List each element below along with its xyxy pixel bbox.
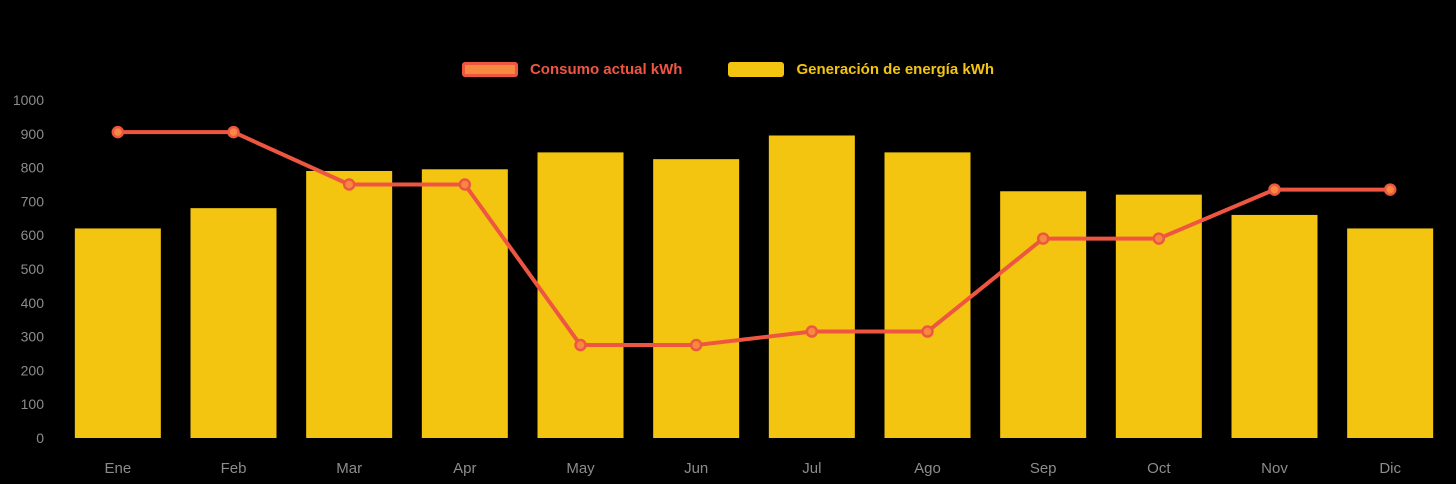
line-point-jun[interactable]: [689, 338, 703, 352]
y-tick-label-100: 100: [21, 396, 45, 412]
line-point-jul[interactable]: [805, 325, 819, 338]
x-tick-label-ene: Ene: [104, 460, 131, 477]
consumo-line-swatch-icon: [461, 62, 518, 77]
legend-label-generacion: Generación de energía kWh: [796, 61, 995, 78]
x-tick-label-apr: Apr: [453, 460, 476, 477]
bar-apr[interactable]: [421, 169, 508, 439]
generacion-bar-swatch-icon: [728, 62, 785, 77]
y-tick-label-1000: 1000: [13, 92, 44, 108]
legend-item-consumo[interactable]: Consumo actual kWh: [461, 61, 683, 78]
y-tick-label-500: 500: [21, 261, 45, 277]
y-tick-label-400: 400: [21, 295, 45, 311]
x-tick-label-jun: Jun: [684, 460, 708, 477]
y-tick-label-300: 300: [21, 329, 45, 345]
bar-nov[interactable]: [1231, 214, 1318, 438]
y-tick-label-0: 0: [36, 430, 44, 446]
legend-label-consumo: Consumo actual kWh: [529, 61, 683, 78]
y-tick-label-200: 200: [21, 362, 45, 378]
x-tick-label-nov: Nov: [1261, 460, 1288, 477]
bar-oct[interactable]: [1115, 194, 1202, 438]
x-tick-label-may: May: [566, 460, 595, 477]
x-tick-label-ago: Ago: [914, 460, 941, 477]
line-point-may[interactable]: [574, 338, 587, 352]
legend-item-generacion[interactable]: Generación de energía kWh: [728, 62, 994, 77]
x-tick-label-sep: Sep: [1030, 460, 1057, 477]
line-point-sep[interactable]: [1036, 232, 1050, 245]
y-tick-label-800: 800: [21, 160, 45, 176]
bar-may[interactable]: [537, 152, 624, 438]
y-tick-label-700: 700: [21, 193, 45, 209]
x-tick-label-mar: Mar: [336, 460, 362, 477]
x-tick-label-jul: Jul: [802, 460, 821, 477]
bar-jun[interactable]: [653, 159, 740, 438]
x-tick-label-dic: Dic: [1379, 460, 1401, 477]
bar-mar[interactable]: [306, 170, 393, 439]
bar-jul[interactable]: [768, 135, 855, 439]
bar-sep[interactable]: [1000, 191, 1087, 438]
chart-legend: Consumo actual kWh Generación de energía…: [0, 62, 1456, 77]
x-tick-label-oct: Oct: [1147, 460, 1171, 477]
consumption-line[interactable]: [115, 130, 1393, 348]
line-point-dic[interactable]: [1383, 183, 1397, 196]
line-point-mar[interactable]: [342, 178, 356, 191]
bar-dic[interactable]: [1347, 228, 1434, 438]
bar-ago[interactable]: [884, 152, 971, 438]
x-tick-label-feb: Feb: [221, 460, 247, 477]
line-point-apr[interactable]: [458, 178, 472, 191]
line-point-feb[interactable]: [227, 125, 240, 139]
y-tick-label-600: 600: [21, 227, 45, 243]
line-point-oct[interactable]: [1152, 232, 1166, 245]
bar-feb[interactable]: [190, 208, 277, 438]
line-point-ene[interactable]: [111, 125, 125, 139]
bar-ene[interactable]: [74, 228, 161, 438]
line-point-ago[interactable]: [921, 325, 934, 338]
line-point-nov[interactable]: [1268, 183, 1281, 196]
y-tick-label-900: 900: [21, 126, 45, 142]
